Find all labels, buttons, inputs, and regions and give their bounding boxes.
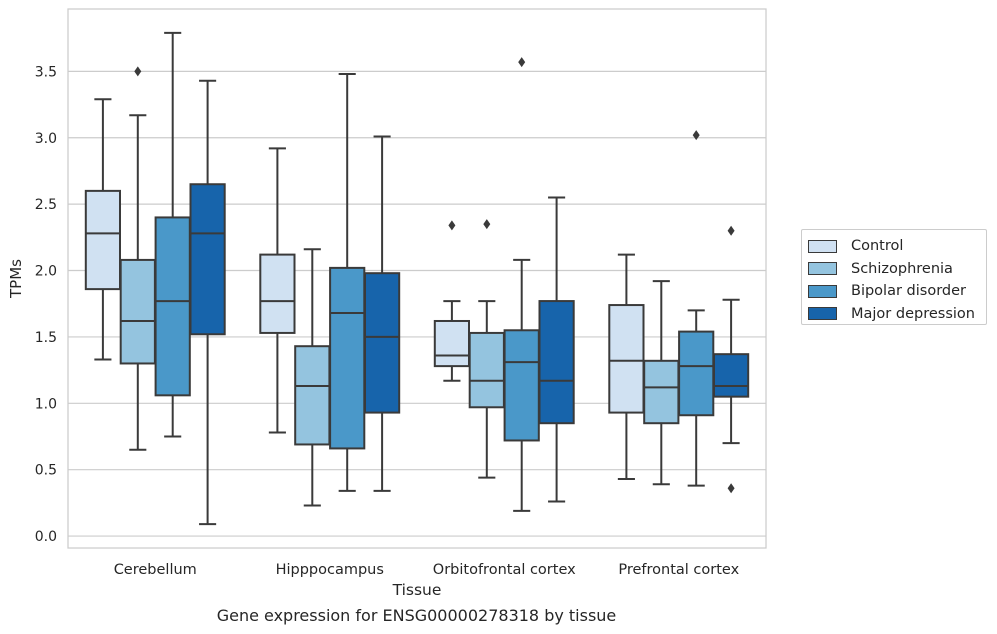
x-tick-labels: Cerebellum Hipppocampus Orbitofrontal cort… bbox=[114, 562, 740, 578]
box-groups bbox=[84, 31, 750, 526]
y-tick-label: 0.5 bbox=[35, 463, 57, 479]
box-body bbox=[84, 189, 122, 291]
outlier-point bbox=[727, 483, 735, 494]
box-body bbox=[643, 359, 680, 425]
x-tick-label: Cerebellum bbox=[114, 562, 197, 578]
box bbox=[363, 135, 401, 492]
box-body bbox=[433, 319, 471, 368]
box bbox=[259, 147, 296, 434]
outlier-point bbox=[134, 66, 142, 77]
box bbox=[712, 225, 750, 494]
outlier-point bbox=[448, 220, 456, 231]
plot-area-frame bbox=[67, 8, 767, 549]
box bbox=[538, 196, 575, 503]
box-body bbox=[712, 353, 750, 398]
box bbox=[503, 57, 540, 512]
outlier-point bbox=[727, 225, 735, 236]
box-body bbox=[608, 304, 645, 414]
box-body bbox=[329, 266, 366, 450]
x-axis-label: Tissue bbox=[392, 581, 442, 599]
box-body bbox=[468, 331, 505, 409]
legend-swatch bbox=[808, 307, 837, 321]
box-body bbox=[189, 183, 226, 336]
box bbox=[154, 31, 191, 438]
outlier-point bbox=[692, 130, 700, 141]
box bbox=[119, 66, 156, 451]
legend-item: Control bbox=[808, 235, 986, 258]
outlier-point bbox=[518, 57, 526, 68]
x-tick-label: Prefrontal cortex bbox=[618, 562, 739, 578]
y-tick-label: 1.0 bbox=[35, 396, 57, 412]
legend-item: Bipolar disorder bbox=[808, 280, 986, 303]
x-tick-label: Hipppocampus bbox=[276, 562, 384, 578]
box bbox=[678, 130, 715, 487]
legend-label: Bipolar disorder bbox=[851, 283, 966, 300]
legend-label: Major depression bbox=[851, 305, 975, 322]
outlier-point bbox=[483, 219, 491, 230]
legend-label: Schizophrenia bbox=[851, 260, 953, 277]
box bbox=[468, 219, 505, 479]
legend-swatch bbox=[808, 284, 837, 298]
box bbox=[608, 253, 645, 480]
y-tick-label: 1.5 bbox=[35, 330, 57, 346]
y-tick-label: 2.5 bbox=[35, 197, 57, 213]
box-body bbox=[538, 300, 575, 425]
box-body bbox=[678, 330, 715, 417]
legend: Control Schizophrenia Bipolar disorder Majo… bbox=[801, 229, 987, 325]
box-body bbox=[363, 272, 401, 414]
box-body bbox=[503, 329, 540, 442]
y-tick-label: 3.0 bbox=[35, 131, 57, 147]
box-body bbox=[259, 253, 296, 334]
y-tick-labels: 0.0 0.5 1.0 1.5 2.0 2.5 3.0 3.5 bbox=[35, 64, 57, 545]
box-body bbox=[294, 345, 331, 446]
legend-item: Major depression bbox=[808, 303, 986, 326]
box bbox=[84, 98, 122, 361]
box bbox=[433, 220, 471, 382]
y-tick-label: 0.0 bbox=[35, 529, 57, 545]
box bbox=[643, 280, 680, 486]
x-tick-label: Orbitofrontal cortex bbox=[433, 562, 576, 578]
box bbox=[294, 248, 331, 507]
box bbox=[189, 79, 226, 526]
legend-item: Schizophrenia bbox=[808, 258, 986, 281]
y-tick-label: 2.0 bbox=[35, 264, 57, 280]
legend-swatch bbox=[808, 262, 837, 276]
box bbox=[329, 73, 366, 492]
y-tick-label: 3.5 bbox=[35, 64, 57, 80]
legend-label: Control bbox=[851, 238, 904, 255]
box-body bbox=[119, 258, 156, 365]
legend-swatch bbox=[808, 239, 837, 253]
box-body bbox=[154, 216, 191, 397]
y-axis-label: TPMs bbox=[7, 259, 25, 299]
figure-caption: Gene expression for ENSG00000278318 by t… bbox=[216, 606, 617, 625]
